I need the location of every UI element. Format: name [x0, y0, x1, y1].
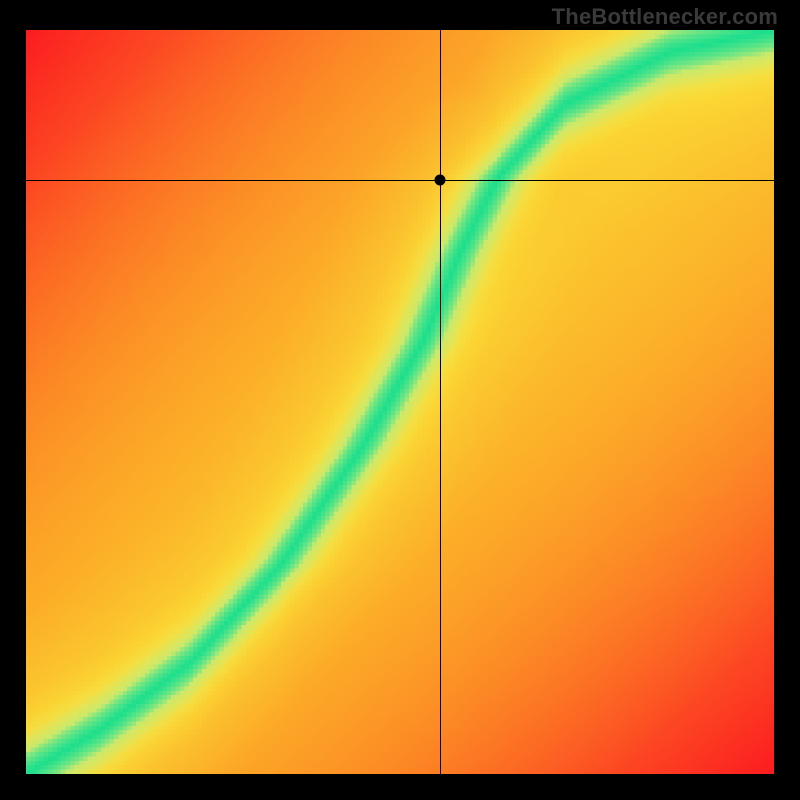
- crosshair-marker: [435, 175, 446, 186]
- crosshair-horizontal: [26, 180, 774, 181]
- watermark-text: TheBottlenecker.com: [552, 4, 778, 30]
- heatmap-canvas: [26, 30, 774, 774]
- heatmap-plot: [26, 30, 774, 774]
- crosshair-vertical: [440, 30, 441, 774]
